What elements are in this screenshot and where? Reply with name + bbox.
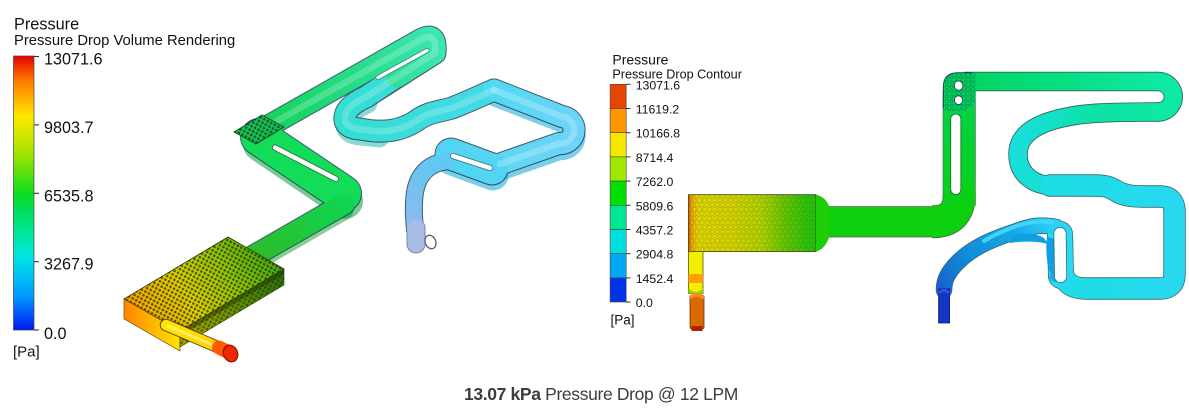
svg-text:[Pa]: [Pa] <box>611 313 635 328</box>
svg-text:Pressure: Pressure <box>612 52 668 68</box>
svg-text:9803.7: 9803.7 <box>44 119 94 137</box>
svg-text:13071.6: 13071.6 <box>636 78 681 92</box>
svg-text:1452.4: 1452.4 <box>636 272 674 286</box>
svg-text:11619.2: 11619.2 <box>636 103 680 117</box>
svg-text:7262.0: 7262.0 <box>636 175 674 189</box>
svg-text:4357.2: 4357.2 <box>636 224 674 238</box>
svg-text:0.0: 0.0 <box>44 325 67 343</box>
svg-text:13.07 kPa Pressure Drop @ 12 L: 13.07 kPa Pressure Drop @ 12 LPM <box>464 384 738 404</box>
svg-text:[Pa]: [Pa] <box>13 344 40 361</box>
svg-text:10166.8: 10166.8 <box>636 127 681 141</box>
svg-text:0.0: 0.0 <box>636 296 653 310</box>
svg-text:2904.8: 2904.8 <box>636 248 674 262</box>
svg-text:13071.6: 13071.6 <box>44 51 103 69</box>
svg-text:Pressure Drop Volume Rendering: Pressure Drop Volume Rendering <box>14 33 235 49</box>
svg-text:5809.6: 5809.6 <box>636 199 674 213</box>
svg-text:Pressure: Pressure <box>14 16 79 34</box>
svg-text:6535.8: 6535.8 <box>44 188 94 206</box>
svg-text:8714.4: 8714.4 <box>636 151 674 165</box>
svg-text:Pressure Drop Contour: Pressure Drop Contour <box>612 68 742 82</box>
svg-text:3267.9: 3267.9 <box>44 256 94 274</box>
